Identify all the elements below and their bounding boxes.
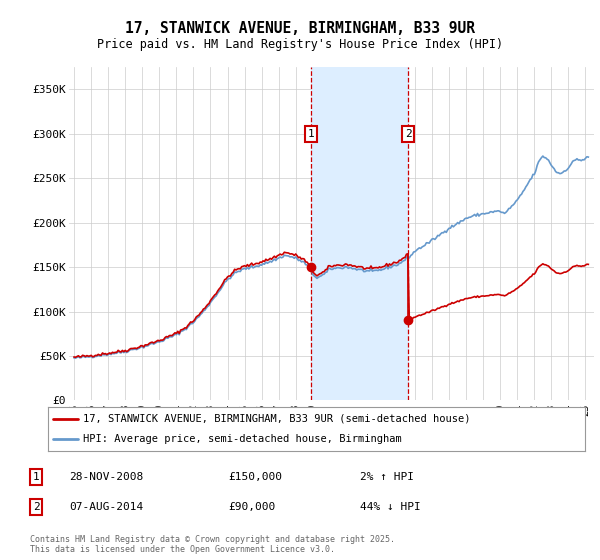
Text: 44% ↓ HPI: 44% ↓ HPI xyxy=(360,502,421,512)
Bar xyxy=(311,67,408,400)
Text: 2% ↑ HPI: 2% ↑ HPI xyxy=(360,472,414,482)
Text: £90,000: £90,000 xyxy=(228,502,275,512)
Text: Contains HM Land Registry data © Crown copyright and database right 2025.
This d: Contains HM Land Registry data © Crown c… xyxy=(30,535,395,554)
Text: 2: 2 xyxy=(32,502,40,512)
Text: 17, STANWICK AVENUE, BIRMINGHAM, B33 9UR: 17, STANWICK AVENUE, BIRMINGHAM, B33 9UR xyxy=(125,21,475,36)
Text: 28-NOV-2008: 28-NOV-2008 xyxy=(69,472,143,482)
Text: £150,000: £150,000 xyxy=(228,472,282,482)
Text: 2: 2 xyxy=(404,129,412,139)
Text: 1: 1 xyxy=(308,129,314,139)
Text: HPI: Average price, semi-detached house, Birmingham: HPI: Average price, semi-detached house,… xyxy=(83,434,401,444)
Text: 17, STANWICK AVENUE, BIRMINGHAM, B33 9UR (semi-detached house): 17, STANWICK AVENUE, BIRMINGHAM, B33 9UR… xyxy=(83,414,470,424)
Text: 1: 1 xyxy=(32,472,40,482)
Text: 07-AUG-2014: 07-AUG-2014 xyxy=(69,502,143,512)
Text: Price paid vs. HM Land Registry's House Price Index (HPI): Price paid vs. HM Land Registry's House … xyxy=(97,38,503,50)
